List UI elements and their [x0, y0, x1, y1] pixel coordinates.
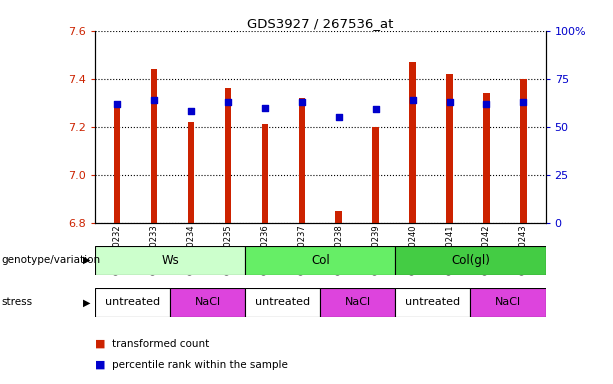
Point: [444, 99, 454, 105]
Bar: [395, 246, 546, 275]
Point: [408, 97, 417, 103]
Title: GDS3927 / 267536_at: GDS3927 / 267536_at: [247, 17, 394, 30]
Point: [260, 104, 270, 111]
Text: untreated: untreated: [405, 297, 460, 308]
Bar: [114, 108, 121, 223]
Bar: [170, 288, 245, 317]
Text: NaCl: NaCl: [495, 297, 521, 308]
Bar: [520, 79, 527, 223]
Bar: [245, 246, 395, 275]
Point: [112, 101, 122, 107]
Bar: [95, 288, 170, 317]
Bar: [335, 211, 342, 223]
Bar: [224, 88, 231, 223]
Point: [334, 114, 344, 120]
Bar: [372, 127, 379, 223]
Bar: [188, 122, 194, 223]
Point: [371, 106, 381, 113]
Text: untreated: untreated: [105, 297, 160, 308]
Point: [149, 97, 159, 103]
Bar: [321, 288, 395, 317]
Point: [482, 101, 492, 107]
Text: NaCl: NaCl: [194, 297, 221, 308]
Point: [519, 99, 528, 105]
Text: ▶: ▶: [83, 255, 91, 265]
Bar: [409, 62, 416, 223]
Bar: [299, 98, 305, 223]
Point: [186, 108, 196, 114]
Text: ■: ■: [95, 339, 105, 349]
Text: Col(gl): Col(gl): [451, 254, 490, 266]
Bar: [245, 288, 321, 317]
Bar: [471, 288, 546, 317]
Text: genotype/variation: genotype/variation: [1, 255, 101, 265]
Bar: [483, 93, 490, 223]
Text: Ws: Ws: [161, 254, 179, 266]
Text: stress: stress: [1, 297, 32, 308]
Text: Col: Col: [311, 254, 330, 266]
Text: ■: ■: [95, 360, 105, 370]
Bar: [446, 74, 453, 223]
Text: transformed count: transformed count: [112, 339, 210, 349]
Bar: [262, 124, 268, 223]
Text: untreated: untreated: [255, 297, 310, 308]
Text: ▶: ▶: [83, 297, 91, 308]
Point: [297, 99, 306, 105]
Bar: [95, 246, 245, 275]
Text: percentile rank within the sample: percentile rank within the sample: [112, 360, 288, 370]
Point: [223, 99, 233, 105]
Text: NaCl: NaCl: [345, 297, 371, 308]
Bar: [395, 288, 471, 317]
Bar: [151, 69, 158, 223]
